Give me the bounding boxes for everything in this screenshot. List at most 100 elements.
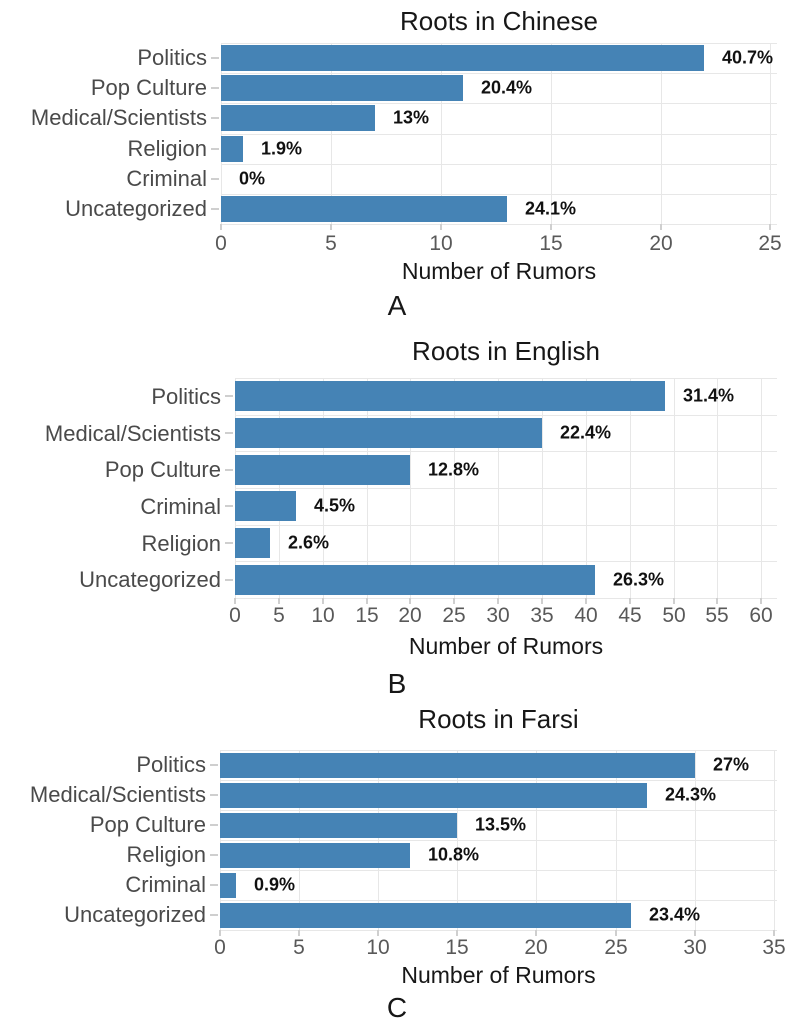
bar-religion <box>235 528 270 558</box>
x-tick-label: 50 <box>662 604 686 627</box>
x-tick-mark <box>322 598 324 604</box>
bar-religion <box>220 843 410 868</box>
x-tick-label: 25 <box>442 604 466 627</box>
y-tick-mark <box>225 579 233 581</box>
y-axis-label: Criminal <box>140 493 221 519</box>
bar-value-label: 22.4% <box>560 422 612 443</box>
vertical-gridline <box>367 378 368 598</box>
x-tick-label: 5 <box>325 232 337 255</box>
vertical-gridline <box>542 378 543 598</box>
y-tick-mark <box>211 208 219 210</box>
bar-pop-culture <box>220 813 457 838</box>
bar-value-label: 10.8% <box>428 844 480 865</box>
y-axis-label: Politics <box>137 45 207 70</box>
bar-value-label: 0.9% <box>254 874 296 895</box>
y-tick-mark <box>211 57 219 59</box>
y-axis-label: Medical/Scientists <box>44 420 221 446</box>
x-tick-label: 30 <box>683 936 707 959</box>
vertical-gridline <box>457 750 458 930</box>
bar-criminal <box>220 873 236 898</box>
x-axis-title: Number of Rumors <box>408 633 604 659</box>
y-axis-label: Politics <box>136 752 206 777</box>
vertical-gridline <box>221 43 222 224</box>
x-tick-mark <box>278 598 280 604</box>
horizontal-gridline <box>235 525 777 526</box>
x-tick-label: 0 <box>229 604 241 627</box>
horizontal-gridline <box>221 103 777 104</box>
vertical-gridline <box>761 378 762 598</box>
vertical-gridline <box>695 750 696 930</box>
bar-value-label: 13.5% <box>475 814 527 835</box>
horizontal-gridline <box>220 810 777 811</box>
horizontal-gridline <box>235 561 777 562</box>
bar-value-label: 20.4% <box>481 77 533 98</box>
x-tick-mark <box>585 598 587 604</box>
y-axis-label: Pop Culture <box>89 812 206 837</box>
y-axis-label: Criminal <box>126 166 207 191</box>
x-tick-mark <box>694 930 696 936</box>
x-tick-mark <box>456 930 458 936</box>
bar-pop-culture <box>235 455 410 485</box>
y-tick-mark <box>225 542 233 544</box>
y-tick-mark <box>211 178 219 180</box>
bar-religion <box>221 136 243 162</box>
y-tick-mark <box>211 148 219 150</box>
vertical-gridline <box>774 750 775 930</box>
vertical-gridline <box>630 378 631 598</box>
vertical-gridline <box>441 43 442 224</box>
bar-value-label: 0% <box>239 168 266 189</box>
x-tick-mark <box>298 930 300 936</box>
plot-panel: 40.7% 20.4% 13% 1.9% 0% 24.1% <box>221 43 777 225</box>
x-tick-label: 20 <box>524 936 548 959</box>
x-tick-label: 20 <box>398 604 422 627</box>
plot-panel: 31.4% 22.4% 12.8% 4.5% 2.6% 26.3% <box>235 378 777 599</box>
y-axis-label: Religion <box>127 136 208 161</box>
bar-criminal <box>235 491 296 521</box>
y-tick-mark <box>211 117 219 119</box>
x-tick-mark <box>550 224 552 230</box>
bar-value-label: 31.4% <box>683 385 735 406</box>
vertical-gridline <box>299 750 300 930</box>
y-tick-mark <box>225 505 233 507</box>
y-axis-label: Politics <box>151 383 221 409</box>
vertical-gridline <box>770 43 771 224</box>
y-tick-mark <box>225 432 233 434</box>
x-tick-label: 25 <box>758 232 782 255</box>
x-tick-label: 35 <box>762 936 786 959</box>
y-axis-label: Pop Culture <box>104 456 221 482</box>
horizontal-gridline <box>220 930 777 931</box>
horizontal-gridline <box>235 598 777 599</box>
y-tick-mark <box>210 884 218 886</box>
x-tick-mark <box>769 224 771 230</box>
x-tick-label: 10 <box>311 604 335 627</box>
x-tick-mark <box>660 224 662 230</box>
vertical-gridline <box>235 378 236 598</box>
y-axis-label: Uncategorized <box>65 196 207 221</box>
y-tick-mark <box>210 794 218 796</box>
bar-value-label: 23.4% <box>649 904 701 925</box>
x-tick-mark <box>716 598 718 604</box>
x-tick-label: 40 <box>574 604 598 627</box>
chart-roots-in-farsi: Roots in Farsi 27% 24.3% 13.5% 10.8% 0.9% 23.… <box>0 700 794 1028</box>
chart-title: Roots in Chinese <box>400 6 598 36</box>
bar-uncategorized <box>220 903 631 928</box>
panel-letter: C <box>386 992 408 1023</box>
x-tick-mark <box>615 930 617 936</box>
y-tick-mark <box>210 764 218 766</box>
horizontal-gridline <box>221 43 777 44</box>
y-tick-mark <box>225 469 233 471</box>
y-axis-label: Medical/Scientists <box>30 105 207 130</box>
x-tick-mark <box>629 598 631 604</box>
y-axis-label: Uncategorized <box>64 902 206 927</box>
horizontal-gridline <box>221 73 777 74</box>
x-tick-label: 35 <box>530 604 554 627</box>
x-tick-mark <box>673 598 675 604</box>
y-axis-label: Pop Culture <box>90 75 207 100</box>
vertical-gridline <box>586 378 587 598</box>
horizontal-gridline <box>220 840 777 841</box>
vertical-gridline <box>454 378 455 598</box>
vertical-gridline <box>616 750 617 930</box>
y-tick-mark <box>210 824 218 826</box>
horizontal-gridline <box>235 451 777 452</box>
y-tick-mark <box>225 395 233 397</box>
